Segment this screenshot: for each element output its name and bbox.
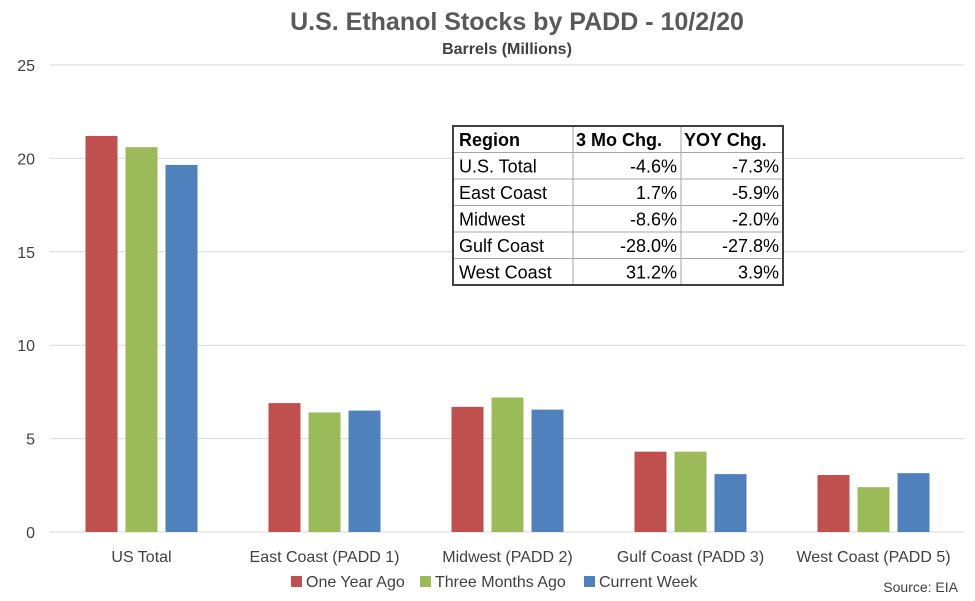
table-cell: -7.3% [732,157,779,177]
table-cell: 31.2% [626,263,677,283]
bar-three-months-ago [491,397,524,532]
table-cell: U.S. Total [459,157,537,177]
bar-one-year-ago [85,135,118,532]
table-cell: -27.8% [722,236,779,256]
x-tick-label: West Coast (PADD 5) [796,549,950,566]
table-cell: Midwest [459,210,525,230]
table-header-cell: YOY Chg. [684,130,767,150]
bar-one-year-ago [634,451,667,532]
table-header-cell: 3 Mo Chg. [576,130,662,150]
y-tick-label: 10 [17,338,35,355]
y-tick-label: 20 [17,151,35,168]
legend-label: Current Week [599,574,698,591]
source-note: Source: EIA [883,579,958,595]
chart-title: U.S. Ethanol Stocks by PADD - 10/2/20 [290,8,744,36]
bar-current-week [897,473,930,532]
table-cell: -5.9% [732,183,779,203]
x-axis-ticks: US Total East Coast (PADD 1) Midwest (PADD… [111,549,950,566]
bar-current-week [531,409,564,532]
y-tick-label: 15 [17,245,35,262]
legend-label: One Year Ago [306,574,405,591]
legend-label: Three Months Ago [435,574,566,591]
table-border [452,125,784,286]
bar-one-year-ago [817,475,850,532]
table-cell: -8.6% [630,210,677,230]
bar-current-week [165,164,198,533]
table-cell: -4.6% [630,157,677,177]
bar-current-week [714,474,747,532]
x-tick-label: Gulf Coast (PADD 3) [617,549,764,566]
bar-one-year-ago [268,403,301,532]
table-cell: 3.9% [738,263,779,283]
bars [85,135,930,533]
y-tick-label: 0 [26,525,35,542]
table-header-cell: Region [459,130,520,150]
legend-swatch [584,576,595,587]
legend-swatch [420,576,431,587]
bar-one-year-ago [451,406,484,532]
x-tick-label: Midwest (PADD 2) [442,549,572,566]
table-cell: East Coast [459,183,547,203]
table-cell: -2.0% [732,210,779,230]
bar-three-months-ago [308,412,341,532]
table-cell: -28.0% [620,236,677,256]
bar-current-week [348,410,381,532]
chart-subtitle: Barrels (Millions) [442,41,572,58]
y-tick-label: 25 [17,58,35,75]
x-tick-label: US Total [111,549,171,566]
table-cell: Gulf Coast [459,236,544,256]
bar-three-months-ago [857,487,890,532]
table-cell: West Coast [459,263,552,283]
bar-three-months-ago [125,147,158,532]
table-cell: 1.7% [636,183,677,203]
bar-three-months-ago [674,451,707,532]
legend: One Year Ago Three Months Ago Current Week [291,574,698,591]
y-axis-ticks: 0 5 10 15 20 25 [17,58,35,542]
change-table: Region 3 Mo Chg. YOY Chg. U.S. Total -4.6% -7… [452,125,784,286]
y-tick-label: 5 [26,432,35,449]
x-tick-label: East Coast (PADD 1) [250,549,400,566]
legend-swatch [291,576,302,587]
